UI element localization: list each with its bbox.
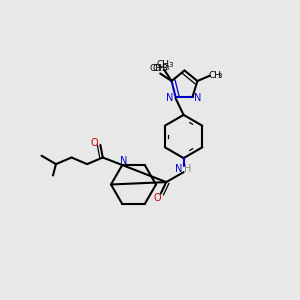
Text: N: N	[120, 155, 127, 166]
Text: CH: CH	[208, 71, 221, 80]
Text: H: H	[184, 164, 191, 174]
Text: 3: 3	[169, 62, 173, 68]
Text: CH3: CH3	[149, 64, 168, 73]
Text: O: O	[153, 193, 161, 203]
Text: 3: 3	[218, 74, 222, 80]
Text: N: N	[167, 93, 174, 103]
Text: 3: 3	[164, 65, 169, 71]
Text: N: N	[194, 93, 202, 103]
Text: CH: CH	[156, 60, 169, 69]
Text: N: N	[175, 164, 182, 174]
Text: O: O	[91, 137, 98, 148]
Text: CH: CH	[152, 64, 165, 73]
